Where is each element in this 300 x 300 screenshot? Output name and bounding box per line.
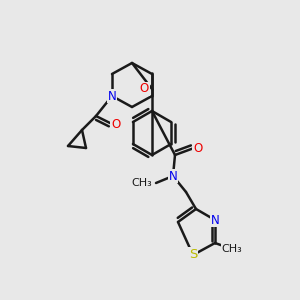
- Text: CH₃: CH₃: [222, 244, 242, 254]
- Text: CH₃: CH₃: [131, 178, 152, 188]
- Text: N: N: [169, 169, 177, 182]
- Text: O: O: [140, 82, 148, 95]
- Text: O: O: [194, 142, 202, 154]
- Text: O: O: [111, 118, 121, 130]
- Text: N: N: [108, 89, 116, 103]
- Text: N: N: [211, 214, 219, 226]
- Text: S: S: [189, 248, 197, 262]
